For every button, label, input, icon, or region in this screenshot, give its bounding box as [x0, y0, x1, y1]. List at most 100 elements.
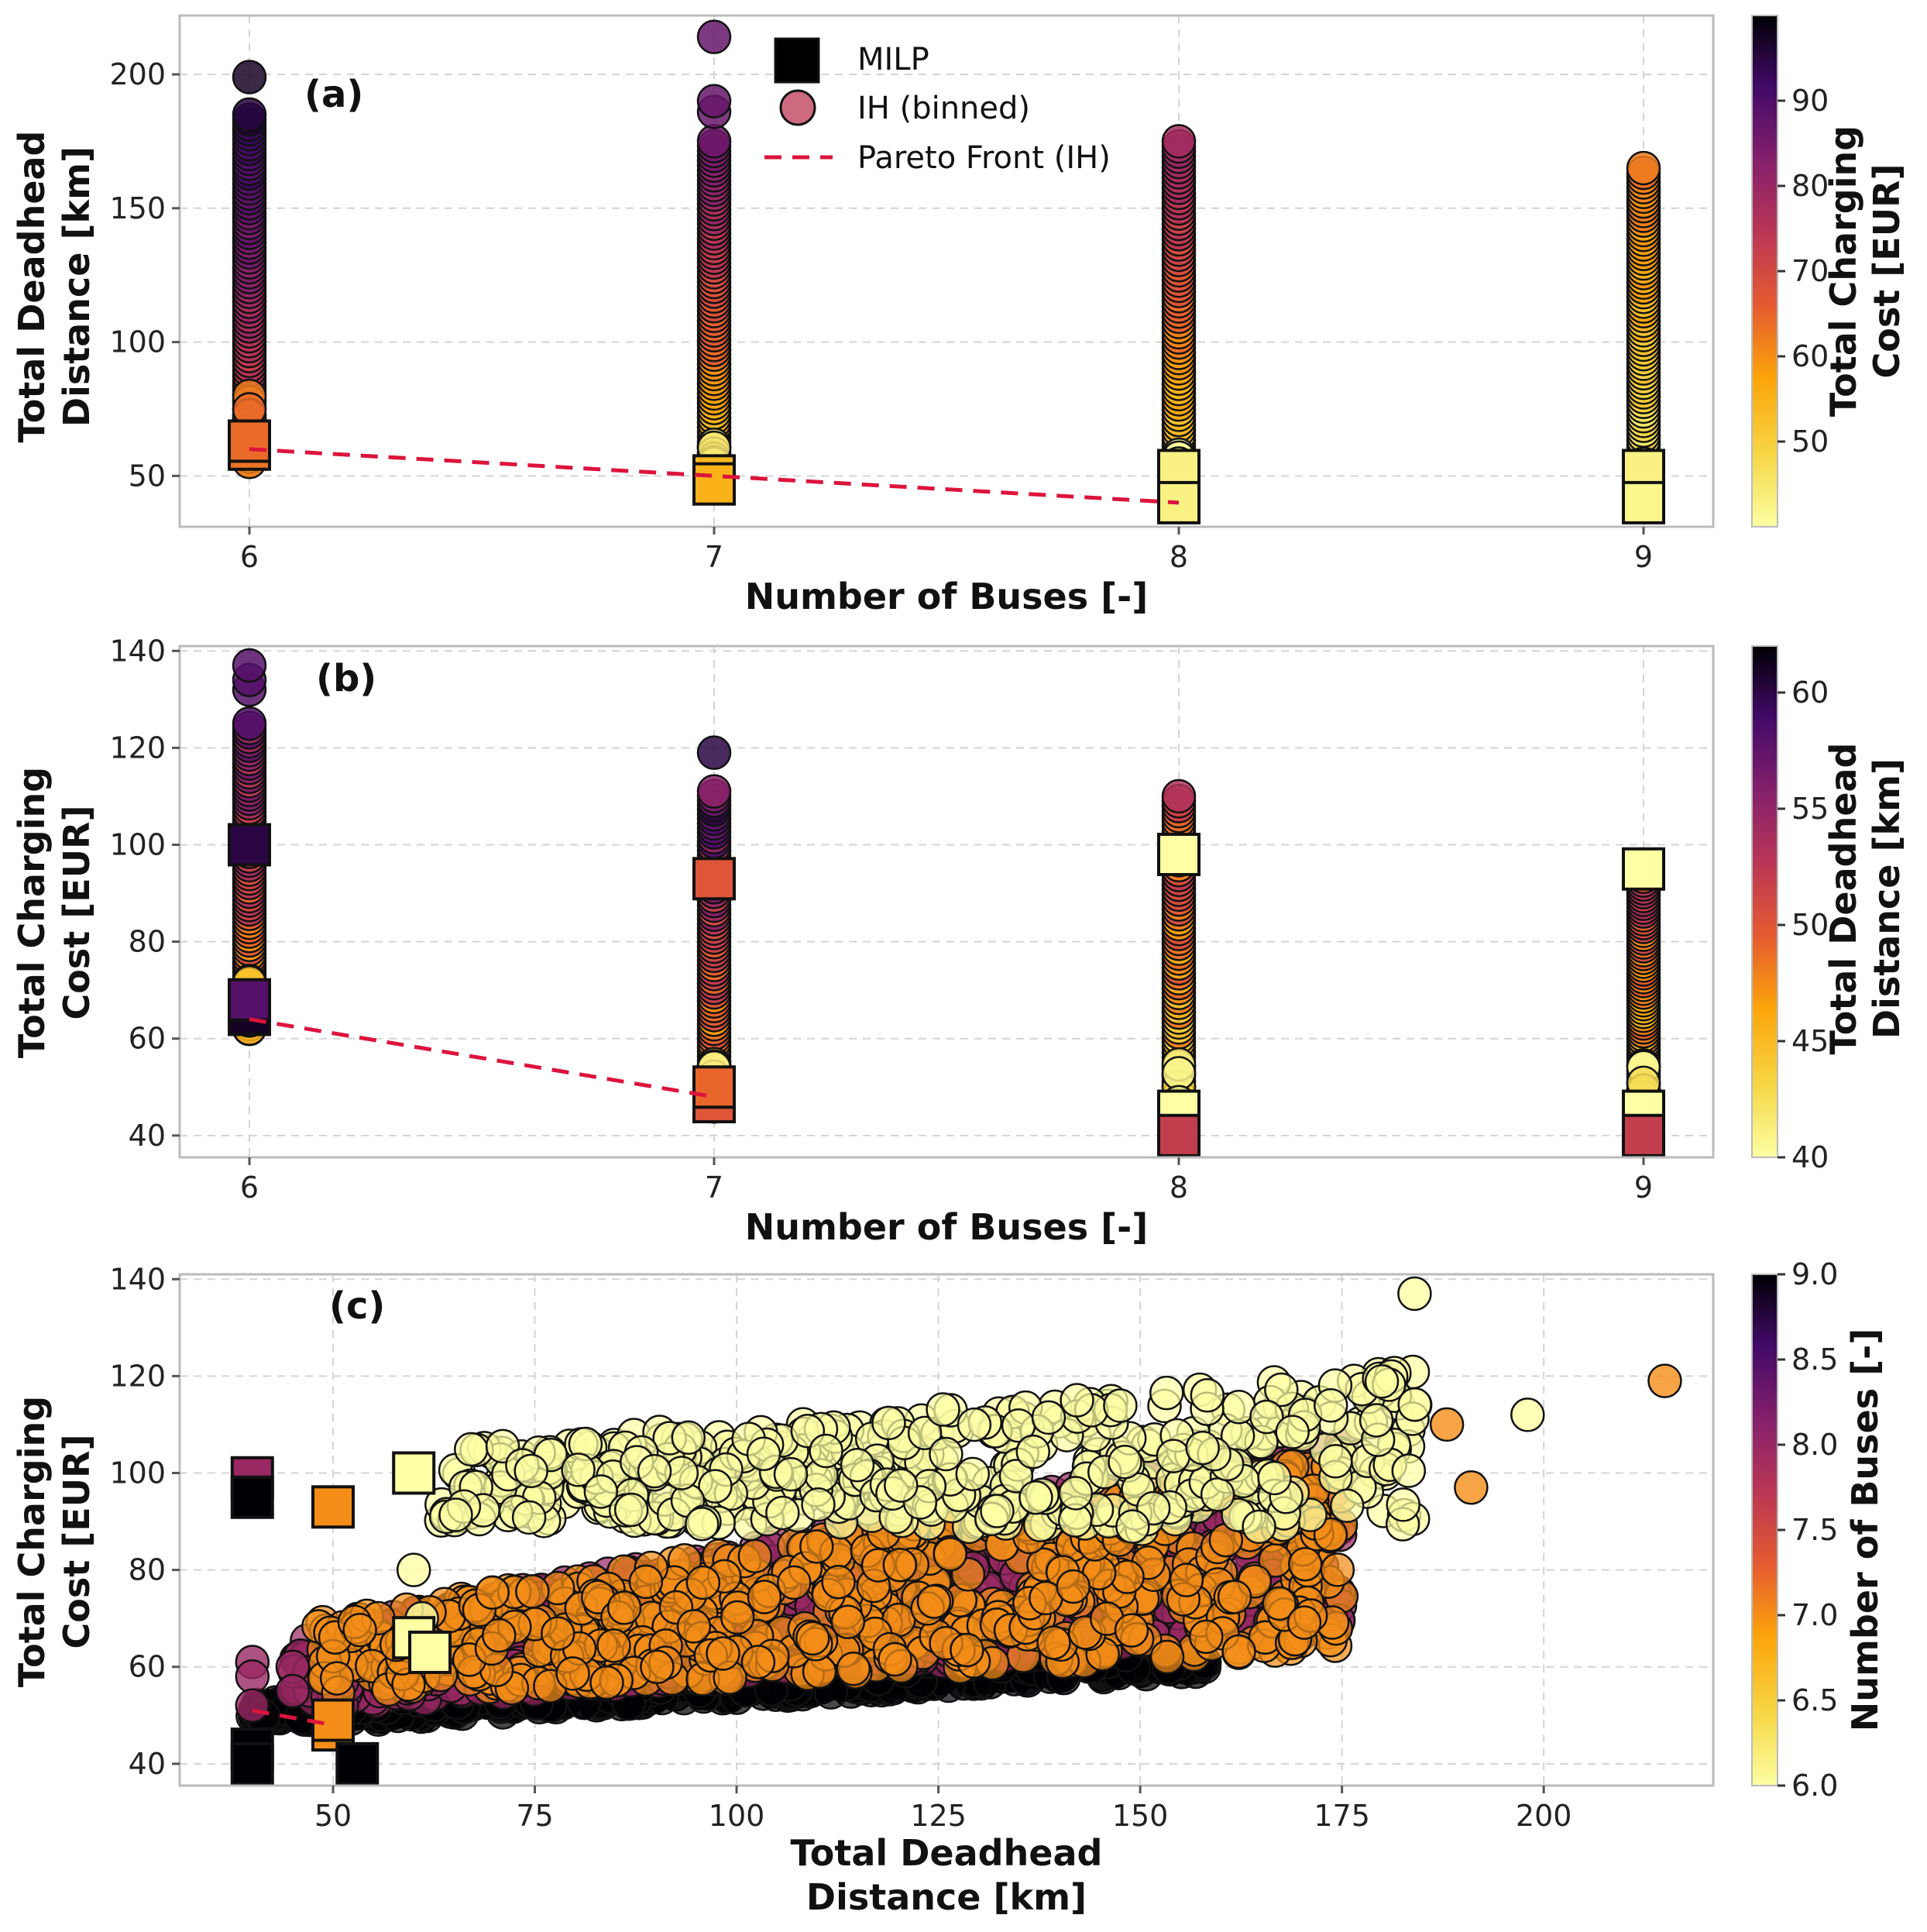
ih-point: [1036, 1625, 1071, 1660]
ih-point: [1058, 1476, 1094, 1511]
panel-c-ytick-label: 120: [109, 1359, 166, 1393]
ih-point: [235, 1688, 270, 1724]
milp-marker: [692, 857, 736, 901]
milp-marker: [1622, 847, 1665, 891]
ih-point-outlier: [232, 648, 267, 683]
colorbar-b-tick-label: 45: [1791, 1024, 1829, 1058]
panel-c-label: (c): [329, 1284, 385, 1328]
ih-point: [232, 97, 267, 132]
legend-milp-marker: [774, 37, 820, 84]
ih-point: [396, 1552, 431, 1587]
panel-c-xtick-label: 200: [1516, 1799, 1572, 1833]
panel-c-xtick-label: 150: [1112, 1799, 1169, 1833]
colorbar-c-tick-label: 8.5: [1791, 1342, 1838, 1377]
milp-marker: [230, 1475, 274, 1519]
colorbar-b-tick-label: 40: [1791, 1140, 1829, 1174]
ih-point: [1108, 1444, 1142, 1480]
colorbar-c-gradient: [1751, 1274, 1778, 1786]
milp-marker: [228, 419, 271, 463]
ih-point: [1242, 1509, 1276, 1545]
ih-point: [1060, 1383, 1094, 1418]
ih-point: [235, 1659, 270, 1694]
panel-b: 6 7 8 9 40 60 80 100 120 140 (b) Number of Buses …: [11, 634, 1908, 1248]
ih-point: [950, 1632, 984, 1668]
panel-b-xtick-label: 9: [1634, 1171, 1653, 1205]
ih-point: [1161, 779, 1197, 814]
ih-point: [955, 1456, 991, 1492]
panel-a-pareto-line: [249, 447, 1180, 505]
ih-point-outlier: [696, 735, 732, 770]
colorbar-b-gradient: [1751, 645, 1778, 1158]
ih-point: [1364, 1364, 1400, 1399]
ih-point: [1149, 1375, 1184, 1411]
panel-c-xtick-label: 175: [1314, 1799, 1370, 1833]
ih-point: [1114, 1613, 1149, 1648]
ih-point: [1287, 1546, 1323, 1582]
ih-point: [1149, 1639, 1185, 1675]
ih-point: [637, 1453, 672, 1489]
ih-point: [1275, 1415, 1310, 1449]
ih-point-outlier: [696, 84, 732, 119]
milp-marker: [230, 1741, 274, 1786]
milp-marker: [228, 823, 271, 867]
panel-b-points: [232, 648, 1661, 1153]
colorbar-c-tick-label: 7.0: [1791, 1598, 1838, 1632]
ih-point: [1318, 1444, 1353, 1479]
ih-point: [1257, 1460, 1292, 1496]
colorbar-c-label: Number of Buses [-]: [1844, 1329, 1886, 1732]
colorbar-b-label-1: Total Deadhead: [1822, 743, 1864, 1055]
panel-a-label: (a): [304, 73, 363, 116]
colorbar-b-tick-label: 55: [1791, 792, 1829, 826]
milp-marker: [311, 1485, 355, 1529]
ih-point: [275, 1673, 311, 1709]
legend-ih-label: IH (binned): [857, 91, 1030, 126]
ih-point: [836, 1651, 871, 1686]
ih-point: [801, 1487, 836, 1522]
panel-c-colorbar: 6.0 6.5 7.0 7.5 8.0 8.5 9.0 Number of Buses [-…: [1751, 1257, 1886, 1803]
milp-marker: [1157, 1113, 1201, 1157]
ih-point: [1330, 1488, 1365, 1524]
legend: MILP IH (binned) Pareto Front (IH): [764, 37, 1111, 176]
panel-c-xtick-label: 75: [516, 1799, 553, 1833]
panel-a-ytick-label: 200: [109, 57, 166, 91]
ih-point: [1359, 1403, 1394, 1438]
ih-point: [555, 1656, 590, 1691]
panel-b-ytick-label: 140: [109, 634, 166, 668]
milp-marker: [408, 1630, 452, 1674]
panel-a-frame: [178, 14, 1715, 528]
colorbar-a-tick-label: 90: [1791, 84, 1829, 118]
milp-marker: [311, 1698, 355, 1742]
panel-c-ytick-label: 40: [129, 1747, 166, 1781]
colorbar-c-tick-label: 7.5: [1791, 1513, 1838, 1547]
panel-a-ytick-label: 50: [129, 459, 166, 493]
ih-point: [1161, 1056, 1197, 1091]
ih-point: [232, 706, 267, 741]
ih-point: [1320, 1552, 1355, 1587]
ih-point: [1015, 1434, 1051, 1470]
colorbar-b-tick-label: 50: [1791, 908, 1829, 942]
legend-ih-marker: [779, 89, 816, 126]
ih-point-outlier: [696, 19, 732, 54]
ih-point: [980, 1494, 1015, 1528]
ih-point: [1626, 150, 1661, 186]
ih-point: [628, 1564, 664, 1600]
ih-point: [929, 1436, 963, 1472]
panel-a-xtick-label: 6: [240, 540, 259, 574]
ih-point: [640, 1649, 675, 1685]
panel-c-ytick-label: 80: [129, 1553, 166, 1587]
milp-marker: [392, 1451, 436, 1495]
ih-point: [1161, 124, 1197, 159]
colorbar-c-tick-label: 8.0: [1791, 1428, 1838, 1462]
ih-point: [840, 1448, 875, 1483]
ih-point: [515, 1574, 550, 1609]
colorbar-a-tick-label: 80: [1791, 169, 1829, 203]
ih-point: [1018, 1480, 1053, 1515]
panel-c-xtick-label: 125: [910, 1799, 967, 1833]
ih-point: [747, 1580, 782, 1614]
ih-point: [319, 1661, 355, 1696]
panel-a-ylabel-1: Total Deadhead: [11, 131, 53, 443]
milp-marker: [1622, 480, 1665, 524]
legend-milp-label: MILP: [857, 42, 929, 77]
